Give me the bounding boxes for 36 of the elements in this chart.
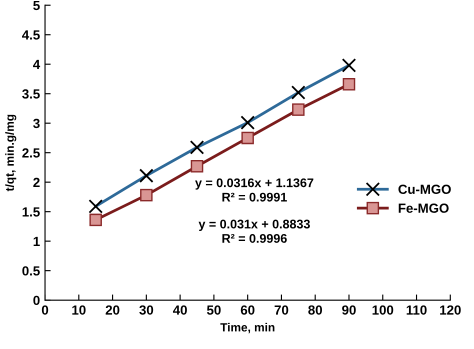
x-tick-label: 10 [72, 305, 86, 315]
x-tick-label: 100 [372, 305, 394, 315]
y-tick-label: 1.5 [22, 207, 40, 217]
x-tick-label: 20 [106, 305, 120, 315]
point [190, 160, 204, 173]
point [342, 78, 356, 91]
x-tick-label: 60 [240, 305, 254, 315]
y-tick-label: 2.5 [22, 148, 40, 158]
point [241, 132, 254, 144]
y-tick-label: 4 [33, 60, 40, 69]
x-tick-label: 40 [172, 305, 187, 315]
annotation: y = 0.0316x + 1.1367 R² = 0.9991 [195, 178, 314, 202]
y-tick-label: 5 [33, 0, 40, 10]
x-tick-label: 80 [308, 305, 322, 315]
y-tick-label: 3 [33, 118, 40, 128]
legend-label: Fe-MGO [398, 204, 449, 213]
y-tick-label: 3.5 [22, 89, 40, 99]
y-tick-label: 1 [34, 236, 40, 246]
legend-label: Cu-MGO [398, 184, 451, 194]
y-axis-title: t/qt, min.g/mg [5, 114, 16, 192]
x-tick-label: 90 [342, 305, 356, 315]
annotation: y = 0.031x + 0.8833 R² = 0.9996 [198, 220, 310, 243]
point [89, 214, 102, 226]
x-tick-label: 70 [274, 305, 288, 315]
x-tick-label: 0 [42, 305, 48, 315]
point [140, 188, 153, 202]
y-tick-label: 0 [33, 296, 40, 306]
x-axis-title: Time, min [220, 322, 274, 334]
x-tick-label: 110 [406, 305, 427, 315]
y-tick-label: 0.5 [22, 266, 40, 276]
y-tick-label: 4.5 [22, 30, 40, 40]
y-tick-label: 2 [33, 178, 40, 187]
point [292, 103, 305, 116]
x-tick-label: 120 [440, 305, 461, 315]
x-tick-label: 50 [206, 305, 221, 315]
x-tick-label: 30 [139, 305, 154, 315]
